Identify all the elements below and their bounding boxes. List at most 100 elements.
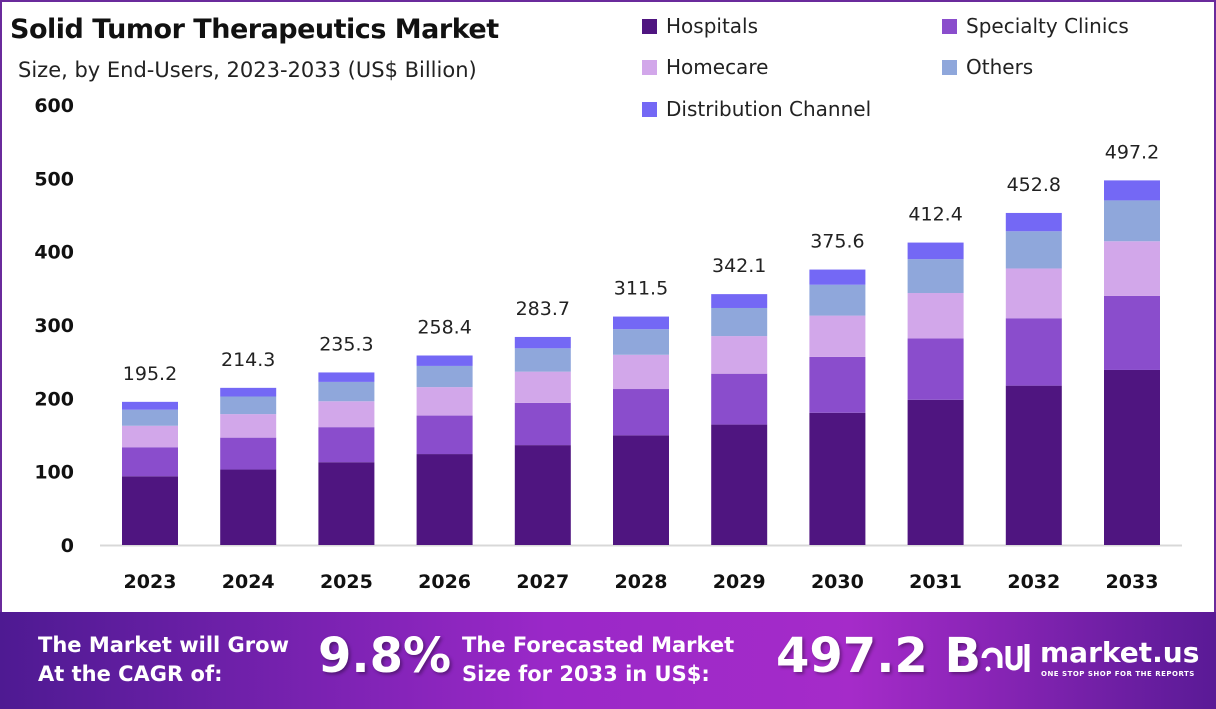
summary-banner: The Market will Grow At the CAGR of: 9.8… <box>0 612 1216 709</box>
bar-segment-hospitals <box>809 412 866 545</box>
legend-label: Others <box>966 55 1034 79</box>
bar-segment-homecare <box>1005 268 1062 319</box>
x-tick-label: 2030 <box>811 571 864 593</box>
bar-segment-hospitals <box>1005 385 1062 545</box>
bar-segment-hospitals <box>514 445 571 545</box>
y-tick-label: 0 <box>61 535 74 557</box>
bar-segment-others <box>1104 200 1160 242</box>
bar-segment-distribution-channel <box>122 401 178 410</box>
y-tick-label: 600 <box>34 95 74 117</box>
bar-segment-specialty-clinics <box>122 447 178 477</box>
bar-segment-others <box>318 381 375 402</box>
x-tick-label: 2024 <box>222 571 275 593</box>
legend-item-others: Others <box>942 55 1033 79</box>
bar-segment-others <box>809 284 866 316</box>
bar-segment-homecare <box>809 315 866 357</box>
x-tick-label: 2026 <box>418 571 471 593</box>
bar-segment-distribution-channel <box>416 355 473 366</box>
bar-segment-specialty-clinics <box>1005 318 1062 386</box>
bar-segment-specialty-clinics <box>613 389 669 436</box>
total-data-label: 412.4 <box>908 204 962 226</box>
bar-segment-homecare <box>711 336 768 374</box>
bar-segment-distribution-channel <box>907 242 964 260</box>
legend-label: Specialty Clinics <box>966 14 1129 38</box>
bar-segment-specialty-clinics <box>416 415 473 455</box>
bar-segment-distribution-channel <box>318 372 375 382</box>
bar-segment-distribution-channel <box>613 316 669 330</box>
bar-segment-others <box>514 348 571 372</box>
legend-item-distribution-channel: Distribution Channel <box>642 97 871 121</box>
x-tick-label: 2032 <box>1007 571 1060 593</box>
y-tick-label: 400 <box>34 242 74 264</box>
total-data-label: 452.8 <box>1007 174 1061 196</box>
bar-segment-distribution-channel <box>514 336 571 349</box>
bar-segment-homecare <box>613 354 669 390</box>
bar-segment-specialty-clinics <box>318 427 375 463</box>
forecast-label: The Forecasted Market Size for 2033 in U… <box>462 631 734 689</box>
y-tick-label: 100 <box>34 462 74 484</box>
cagr-label: The Market will Grow At the CAGR of: <box>38 631 289 689</box>
total-data-label: 311.5 <box>614 278 668 300</box>
legend-item-hospitals: Hospitals <box>642 14 758 38</box>
legend-swatch <box>642 18 657 34</box>
y-tick-label: 300 <box>34 315 74 337</box>
legend-label: Hospitals <box>666 14 759 38</box>
bar-segment-homecare <box>1104 241 1160 296</box>
x-tick-label: 2028 <box>615 571 668 593</box>
forecast-label-line2: Size for 2033 in US$: <box>462 662 710 686</box>
y-tick-label: 500 <box>34 168 74 190</box>
bar-segment-hospitals <box>416 454 473 545</box>
bar-segment-distribution-channel <box>220 387 277 397</box>
total-data-label: 258.4 <box>417 317 471 339</box>
bar-segment-others <box>711 307 768 337</box>
bar-segment-homecare <box>318 401 375 428</box>
x-tick-label: 2029 <box>713 571 766 593</box>
bar-segment-specialty-clinics <box>711 373 768 425</box>
bar-segment-specialty-clinics <box>1104 295 1160 370</box>
bar-segment-specialty-clinics <box>907 338 964 400</box>
y-tick-label: 200 <box>34 388 74 410</box>
stacked-bar-chart: 0 100 200 300 400 500 600 195.2 2023 214.3 2024 235… <box>34 95 1182 593</box>
bar-segment-homecare <box>416 387 473 416</box>
legend-swatch <box>642 101 657 117</box>
bar-segment-specialty-clinics <box>809 356 866 413</box>
bar-segment-hospitals <box>613 435 669 545</box>
legend-label: Distribution Channel <box>666 97 872 121</box>
legend-item-homecare: Homecare <box>642 55 768 79</box>
bar-segment-distribution-channel <box>1104 180 1160 201</box>
bar-segment-specialty-clinics <box>220 437 277 470</box>
logo-tagline: ONE STOP SHOP FOR THE REPORTS <box>1041 670 1195 678</box>
bar-segment-others <box>122 409 178 426</box>
cagr-value: 9.8% <box>318 628 452 684</box>
forecast-label-line1: The Forecasted Market <box>462 633 735 657</box>
legend-swatch <box>942 18 957 34</box>
bar-segment-hospitals <box>907 399 964 545</box>
x-tick-label: 2027 <box>516 571 569 593</box>
bar-segment-others <box>907 259 964 294</box>
cagr-label-line1: The Market will Grow <box>38 633 289 657</box>
total-data-label: 235.3 <box>319 333 373 355</box>
bar-segment-homecare <box>122 425 178 448</box>
x-tick-label: 2031 <box>909 571 962 593</box>
market-us-logo-icon <box>981 644 1030 672</box>
legend-label: Homecare <box>666 55 769 79</box>
total-data-label: 342.1 <box>712 255 766 277</box>
total-data-label: 375.6 <box>810 231 864 253</box>
legend-swatch <box>642 59 657 75</box>
bar-segment-hospitals <box>711 424 768 545</box>
legend-swatch <box>942 59 957 75</box>
bar-segment-hospitals <box>220 469 277 545</box>
bar-segment-hospitals <box>122 476 178 545</box>
bar-segment-others <box>613 329 669 355</box>
x-tick-label: 2025 <box>320 571 373 593</box>
bar-segment-distribution-channel <box>809 269 866 285</box>
total-data-label: 283.7 <box>516 298 570 320</box>
bar-segment-homecare <box>907 293 964 339</box>
total-data-label: 497.2 <box>1105 141 1159 163</box>
bar-segment-others <box>416 365 473 388</box>
total-data-label: 195.2 <box>123 363 177 385</box>
bar-segment-homecare <box>220 414 277 438</box>
x-tick-label: 2023 <box>124 571 177 593</box>
forecast-value: 497.2 B <box>776 628 982 684</box>
bar-segment-hospitals <box>318 462 375 545</box>
